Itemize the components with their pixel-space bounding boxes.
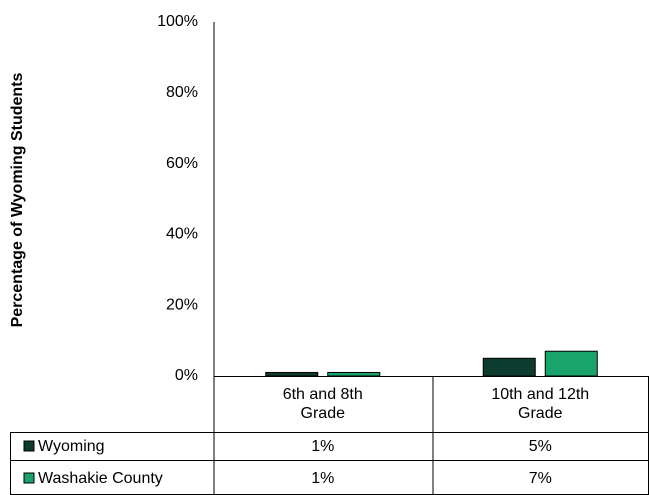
y-tick-label: 0% [175,367,198,384]
table-value: 1% [311,438,334,455]
y-axis-label: Percentage of Wyoming Students [9,72,26,327]
table-value: 5% [529,438,552,455]
legend-label: Washakie County [38,470,163,487]
table-value: 1% [311,470,334,487]
table-value: 7% [529,470,552,487]
y-tick-label: 80% [166,84,198,101]
bar [544,350,598,377]
table-lines [10,22,649,495]
legend-swatch [23,440,35,452]
bar [327,371,381,377]
x-tick-label: 6th and 8th Grade [282,386,363,422]
bar [265,371,319,377]
y-tick-label: 100% [157,13,198,30]
bar [482,357,536,377]
y-tick-label: 40% [166,226,198,243]
y-tick-label: 60% [166,155,198,172]
x-tick-label: 10th and 12th Grade [491,386,590,422]
y-tick-label: 20% [166,296,198,313]
legend-swatch [23,472,35,484]
legend-label: Wyoming [38,438,105,455]
